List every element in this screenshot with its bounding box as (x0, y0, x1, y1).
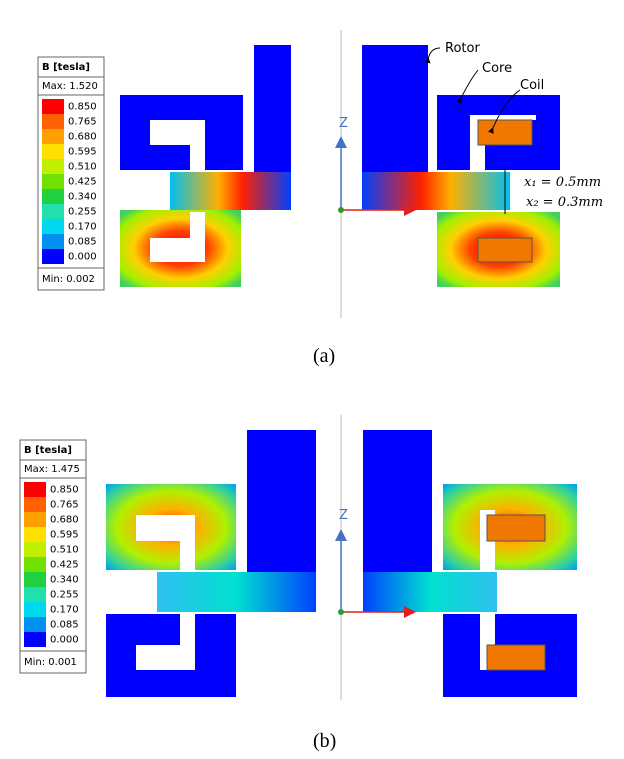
color-swatch (24, 617, 46, 632)
color-swatch (24, 542, 46, 557)
scale-label: 0.255 (50, 590, 79, 601)
scale-label: 0.085 (50, 620, 79, 631)
color-swatch (24, 482, 46, 497)
panel-b-geometry (106, 415, 577, 700)
leader (488, 89, 521, 134)
color-swatch (42, 219, 64, 234)
label-rotor: Rotor (445, 41, 480, 56)
scale-label: 0.765 (50, 500, 79, 511)
legend-min: Min: 0.002 (42, 274, 95, 285)
color-swatch (42, 144, 64, 159)
scale-label: 0.765 (68, 117, 97, 128)
legend-max: Max: 1.475 (24, 464, 80, 475)
color-swatch (42, 129, 64, 144)
color-swatch (42, 189, 64, 204)
scale-label: 0.850 (68, 102, 97, 113)
axis-label: Z (339, 116, 348, 131)
rotor-arm (362, 172, 510, 210)
color-swatch (42, 174, 64, 189)
color-swatch (42, 234, 64, 249)
coil (486, 514, 546, 542)
scale-label: 0.680 (50, 515, 79, 526)
origin (338, 609, 344, 615)
color-swatch (24, 497, 46, 512)
color-swatch (24, 602, 46, 617)
coil (486, 644, 546, 671)
slot (136, 515, 195, 570)
coil (477, 119, 533, 146)
color-swatch (42, 204, 64, 219)
scale-label: 0.000 (68, 252, 97, 263)
rotor-arm (157, 572, 316, 612)
color-swatch (42, 249, 64, 264)
scale-label: 0.595 (68, 147, 97, 158)
scale-label: 0.170 (68, 222, 97, 233)
label-core: Core (482, 61, 512, 76)
scale-label: 0.425 (50, 560, 79, 571)
slot (150, 120, 205, 170)
scale-label: 0.170 (50, 605, 79, 616)
scale-label: 0.850 (50, 485, 79, 496)
scale-label: 0.425 (68, 177, 97, 188)
scale-label: 0.595 (50, 530, 79, 541)
scale-label: 0.340 (50, 575, 79, 586)
color-swatch (24, 572, 46, 587)
scale-label: 0.680 (68, 132, 97, 143)
label-x2: x₂ = 0.3mm (526, 195, 603, 210)
rotor-arm (170, 172, 291, 210)
rotor-arm (363, 572, 497, 612)
panel-a-geometry (120, 30, 560, 318)
origin (338, 207, 344, 213)
color-swatch (42, 99, 64, 114)
legend-title: B [tesla] (42, 62, 90, 73)
scale-label: 0.085 (68, 237, 97, 248)
color-swatch (24, 512, 46, 527)
leader (424, 47, 441, 64)
legend-min: Min: 0.001 (24, 657, 77, 668)
scale-label: 0.340 (68, 192, 97, 203)
color-swatch (42, 114, 64, 129)
coil (477, 237, 533, 263)
slot (136, 614, 195, 670)
caption: (a) (313, 345, 335, 367)
color-swatch (24, 527, 46, 542)
caption: (b) (313, 730, 336, 752)
leader (455, 69, 479, 105)
label-coil: Coil (520, 78, 544, 93)
scale-label: 0.510 (50, 545, 79, 556)
legend-title: B [tesla] (24, 445, 72, 456)
legend-max: Max: 1.520 (42, 81, 98, 92)
label-x1: x₁ = 0.5mm (524, 175, 601, 190)
scale-label: 0.255 (68, 207, 97, 218)
color-swatch (24, 587, 46, 602)
scale-label: 0.000 (50, 635, 79, 646)
color-swatch (24, 632, 46, 647)
color-swatch (24, 557, 46, 572)
scale-label: 0.510 (68, 162, 97, 173)
color-swatch (42, 159, 64, 174)
slot (150, 212, 205, 262)
axis-label: Z (339, 508, 348, 523)
